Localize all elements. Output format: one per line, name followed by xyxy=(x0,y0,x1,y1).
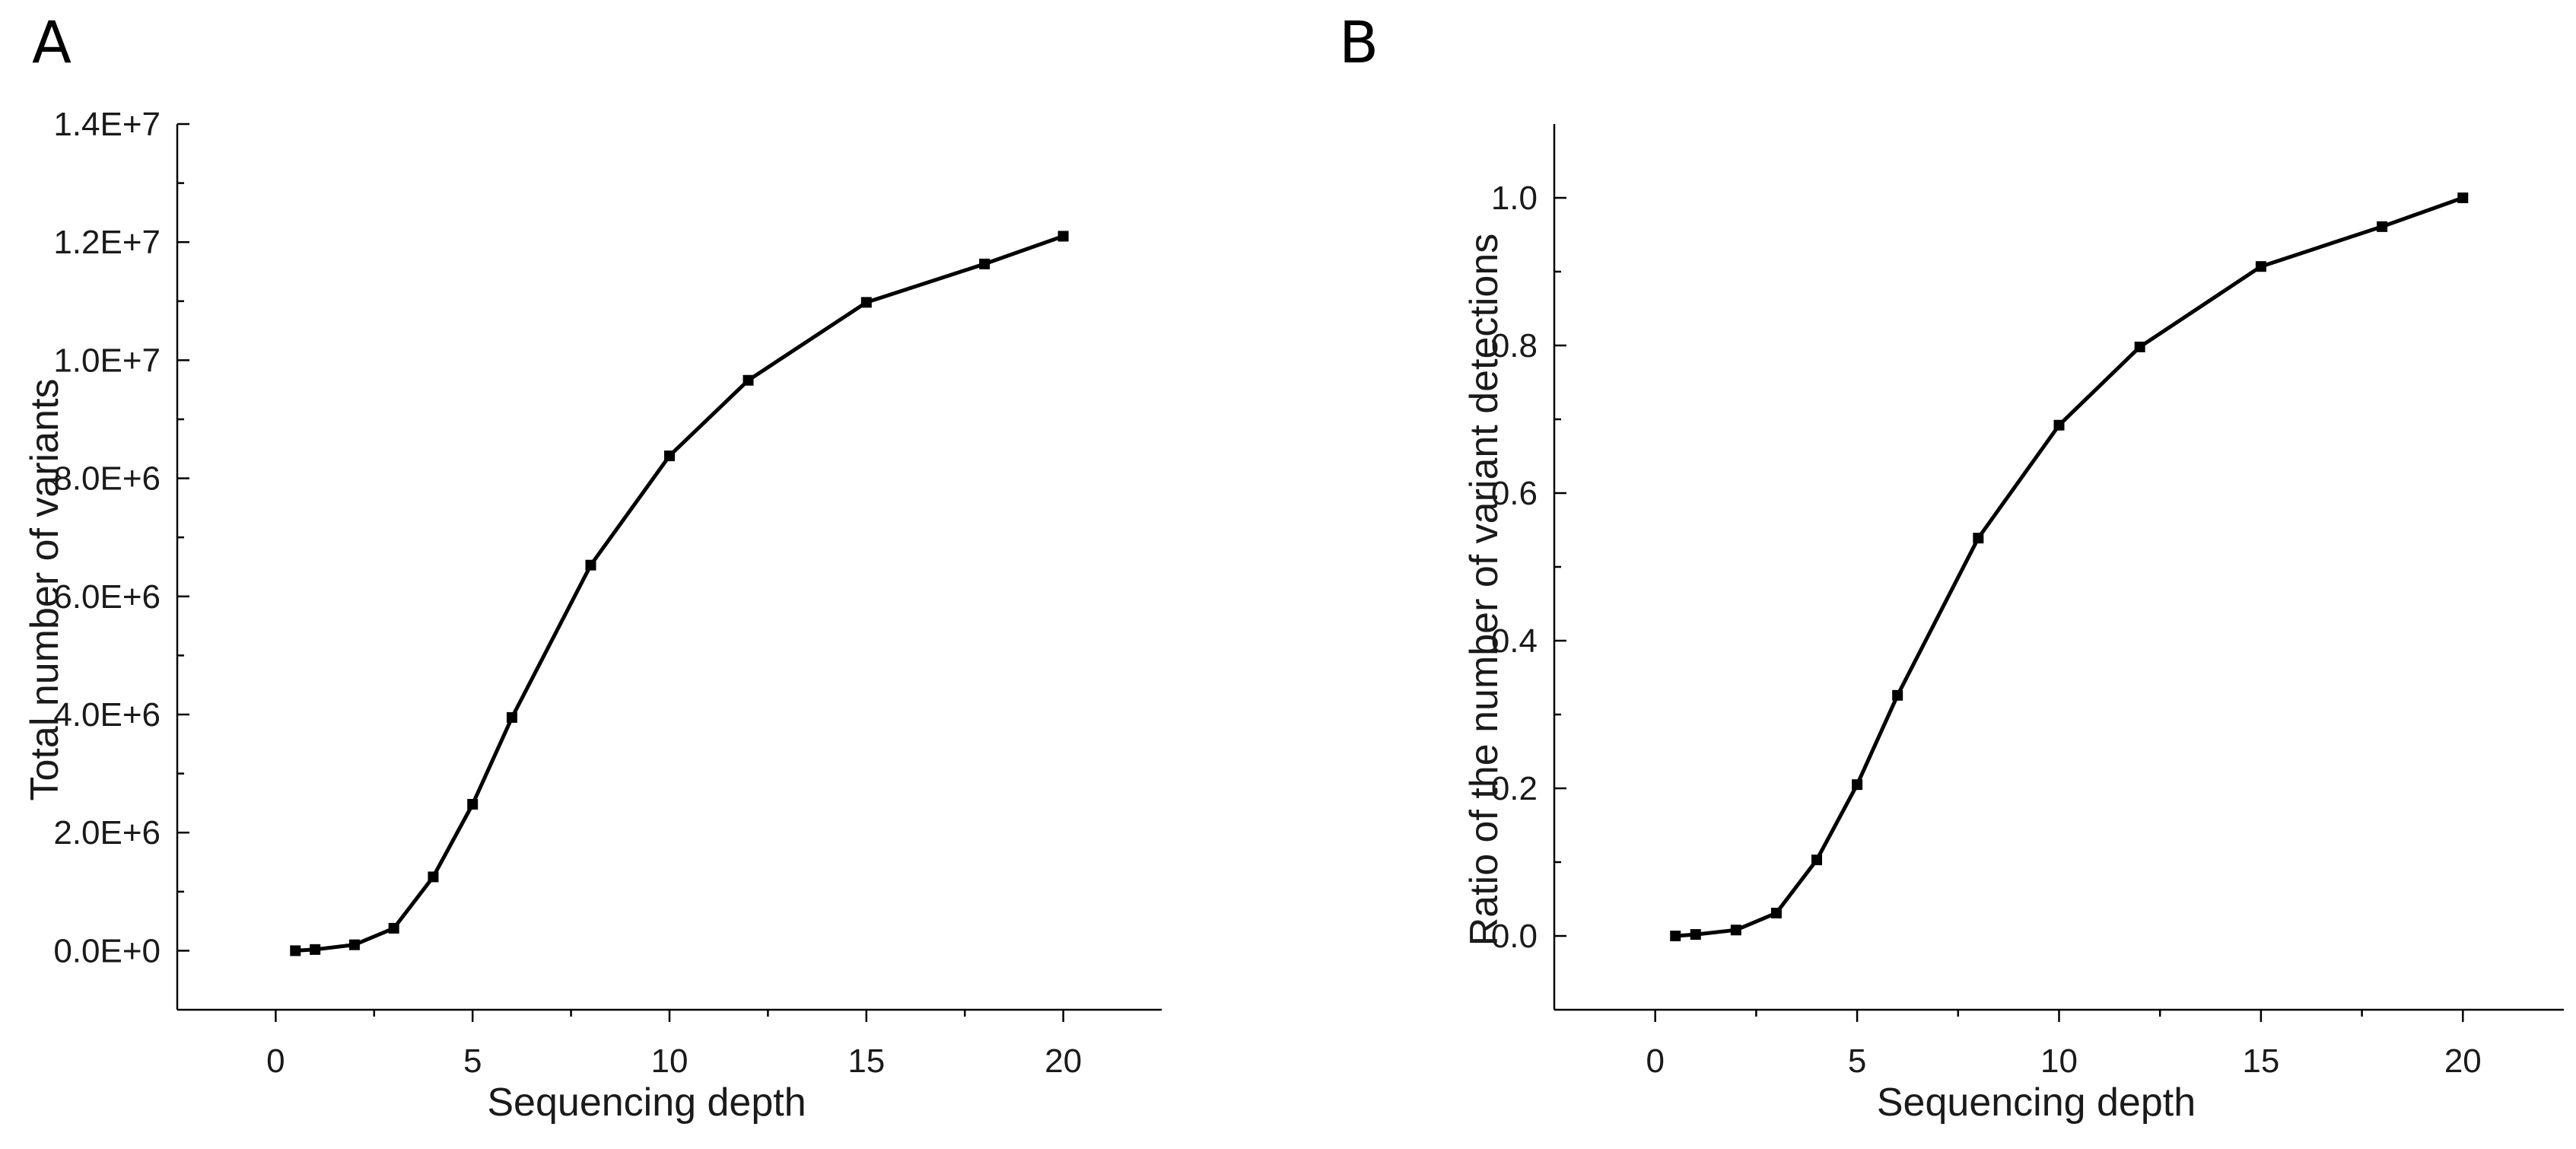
chart-a-data-point xyxy=(860,297,872,308)
chart-b-data-point xyxy=(2255,261,2266,272)
chart-b-data-point xyxy=(1852,779,1863,791)
chart-b-data-point xyxy=(2457,193,2469,203)
chart-a-data-point xyxy=(743,374,754,386)
chart-b-data-point xyxy=(1770,907,1782,918)
chart-a-data-point xyxy=(290,945,301,956)
chart-b-y-tick-label: 0.8 xyxy=(1491,327,1538,364)
chart-a-data-point xyxy=(585,559,596,571)
chart-b-x-tick-label: 15 xyxy=(2242,1042,2279,1080)
chart-b-data-point xyxy=(1690,929,1701,941)
chart-a-x-tick-label: 5 xyxy=(463,1042,482,1080)
chart-a-data-point xyxy=(979,258,991,269)
chart-a-y-axis-title: Total number of variants xyxy=(23,379,67,801)
chart-a-data-point xyxy=(467,798,479,810)
chart-b-data-point xyxy=(1973,533,1984,544)
chart-a-x-tick-label: 15 xyxy=(848,1042,885,1080)
panel-label-a: A xyxy=(32,8,72,76)
chart-b-data-point xyxy=(1670,931,1681,941)
chart-a-y-tick-label: 4.0E+6 xyxy=(53,696,161,734)
chart-a-data-point xyxy=(664,450,675,462)
chart-a-x-tick-label: 10 xyxy=(651,1042,689,1080)
chart-a-x-axis-title: Sequencing depth xyxy=(487,1081,806,1125)
chart-b-data-point xyxy=(2377,221,2388,232)
chart-b-data-point xyxy=(2053,419,2065,431)
chart-b-data-point xyxy=(2134,341,2145,352)
chart-a-y-tick-label: 8.0E+6 xyxy=(53,460,161,498)
chart-b-y-axis-title: Ratio of the number of variant detection… xyxy=(1462,234,1506,947)
chart-a-y-tick-label: 0.0E+0 xyxy=(53,932,161,969)
chart-b: 0.0 0.2 0.4 0.6 0.8 1.0 0 5 10 15 20 Sequencing dep… xyxy=(1462,124,2564,1125)
chart-b-y-tick-label: 0.6 xyxy=(1491,475,1538,512)
chart-b-y-tick-label: 1.0 xyxy=(1491,180,1538,217)
chart-a-x-tick-label: 20 xyxy=(1045,1042,1082,1080)
chart-a: 0.0E+0 2.0E+6 4.0E+6 6.0E+6 8.0E+6 1.0E+7 1.2E… xyxy=(23,106,1162,1125)
panel-label-b: B xyxy=(1339,8,1379,76)
chart-b-data-point xyxy=(1730,925,1741,936)
chart-a-y-tick-label: 1.0E+7 xyxy=(53,342,161,379)
chart-a-y-tick-label: 1.4E+7 xyxy=(53,106,161,143)
chart-a-x-tick-label: 0 xyxy=(266,1042,285,1080)
chart-a-series-line xyxy=(295,234,1064,953)
chart-a-data-point xyxy=(428,871,439,883)
chart-a-data-point xyxy=(310,944,321,955)
chart-b-y-tick-label: 0.2 xyxy=(1491,770,1538,807)
chart-b-y-tick-label: 0.0 xyxy=(1491,918,1538,955)
chart-b-x-tick-label: 10 xyxy=(2040,1042,2078,1080)
chart-b-data-point xyxy=(1892,689,1903,701)
chart-b-x-tick-label: 0 xyxy=(1646,1042,1664,1080)
chart-a-data-point xyxy=(506,711,517,723)
chart-b-y-tick-label: 0.4 xyxy=(1491,622,1538,660)
chart-b-x-axis-title: Sequencing depth xyxy=(1877,1081,2196,1125)
chart-a-y-tick-label: 1.2E+7 xyxy=(53,224,161,261)
chart-a-y-tick-label: 6.0E+6 xyxy=(53,578,161,616)
chart-a-data-point xyxy=(1057,231,1069,242)
chart-a-data-point xyxy=(388,922,399,934)
chart-b-data-point xyxy=(1811,855,1823,866)
chart-b-x-tick-label: 20 xyxy=(2444,1042,2482,1080)
chart-b-x-tick-label: 5 xyxy=(1848,1042,1866,1080)
chart-a-data-point xyxy=(348,939,360,950)
chart-a-y-tick-label: 2.0E+6 xyxy=(53,814,161,851)
chart-b-series-line xyxy=(1675,196,2464,938)
